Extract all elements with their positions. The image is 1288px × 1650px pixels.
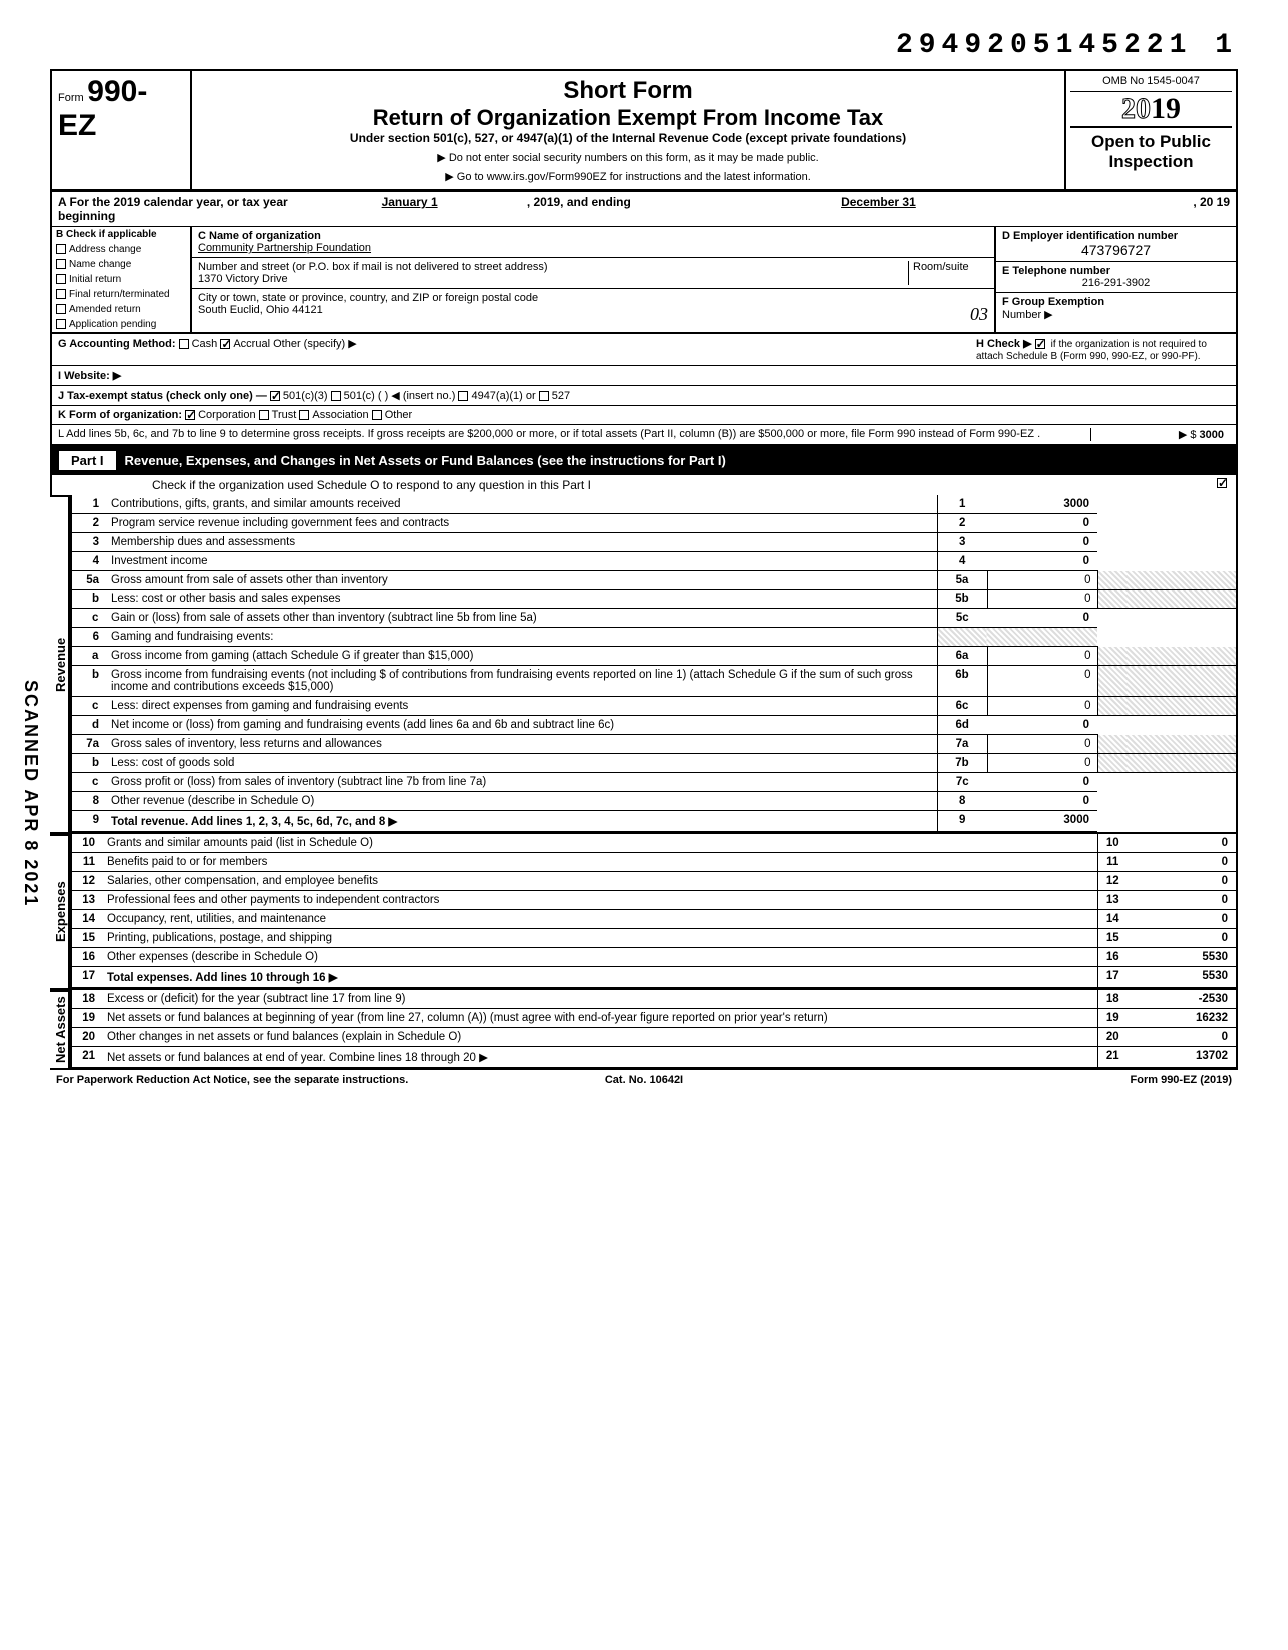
main-title: Return of Organization Exempt From Incom… [204,105,1052,131]
city-handwritten: 03 [970,304,988,325]
revenue-section: Revenue 1Contributions, gifts, grants, a… [50,495,1238,834]
form-number-box: Form 990-EZ [52,71,192,189]
status-rows: G Accounting Method: Cash Accrual Other … [50,334,1238,446]
check-trust[interactable] [259,410,269,420]
city-value: South Euclid, Ohio 44121 [198,304,323,325]
revenue-side-label: Revenue [50,495,70,832]
street-value: 1370 Victory Drive [198,273,908,285]
b-header: B Check if applicable [52,227,190,242]
net-assets-section: Net Assets 18Excess or (deficit) for the… [50,990,1238,1070]
ein-value: 473796727 [1002,242,1230,258]
end-year: , 20 19 [996,195,1230,223]
right-header-box: OMB No 1545-0047 2019 Open to Public Ins… [1066,71,1236,189]
c-label: C Name of organization [198,230,988,242]
k-label: K Form of organization: [58,409,182,421]
d-label: D Employer identification number [1002,230,1230,242]
check-amended[interactable] [56,304,66,314]
expenses-side-label: Expenses [50,834,70,988]
footer-left: For Paperwork Reduction Act Notice, see … [56,1074,448,1086]
check-corp[interactable] [185,410,195,420]
form-title-box: Short Form Return of Organization Exempt… [192,71,1066,189]
check-other-org[interactable] [372,410,382,420]
check-schedule-o[interactable] [1217,478,1227,488]
check-name[interactable] [56,259,66,269]
omb-number: OMB No 1545-0047 [1070,75,1232,92]
l-text: L Add lines 5b, 6c, and 7b to line 9 to … [58,428,1090,441]
entity-middle: C Name of organization Community Partner… [192,227,996,332]
website-label: I Website: ▶ [58,369,1230,382]
f-label: F Group Exemption [1002,296,1104,308]
document-id: 2949205145221 1 [50,30,1238,61]
net-assets-table: 18Excess or (deficit) for the year (subt… [70,990,1238,1068]
net-assets-side-label: Net Assets [50,990,70,1068]
l-value: 3000 [1200,429,1224,441]
phone-value: 216-291-3902 [1002,277,1230,289]
check-cash[interactable] [179,339,189,349]
g-label: G Accounting Method: [58,338,176,350]
form-year: 2019 [1070,92,1232,126]
check-accrual[interactable] [220,339,230,349]
footer-row: For Paperwork Reduction Act Notice, see … [50,1070,1238,1090]
scanned-stamp: SCANNED APR 8 2021 [20,680,41,907]
line-a-label: A For the 2019 calendar year, or tax yea… [58,195,292,223]
f-label2: Number ▶ [1002,309,1053,321]
revenue-table: 1Contributions, gifts, grants, and simil… [70,495,1238,832]
check-address[interactable] [56,244,66,254]
expenses-section: Expenses 10Grants and similar amounts pa… [50,834,1238,990]
tax-year-row: A For the 2019 calendar year, or tax yea… [50,191,1238,226]
org-name: Community Partnership Foundation [198,242,988,254]
open-public-2: Inspection [1070,152,1232,172]
room-label: Room/suite [908,261,988,285]
street-label: Number and street (or P.O. box if mail i… [198,261,908,273]
part1-check-note: Check if the organization used Schedule … [152,478,591,492]
entity-right: D Employer identification number 4737967… [996,227,1236,332]
part1-label: Part I [58,450,117,471]
check-final[interactable] [56,289,66,299]
part1-header: Part I Revenue, Expenses, and Changes in… [50,446,1238,475]
section-b-checks: B Check if applicable Address change Nam… [52,227,192,332]
form-header: Form 990-EZ Short Form Return of Organiz… [50,69,1238,191]
check-527[interactable] [539,391,549,401]
j-label: J Tax-exempt status (check only one) — [58,390,267,402]
line-a-mid: , 2019, and ending [527,195,761,223]
check-assoc[interactable] [299,410,309,420]
subtitle: Under section 501(c), 527, or 4947(a)(1)… [204,131,1052,145]
check-h[interactable] [1035,339,1045,349]
e-label: E Telephone number [1002,265,1230,277]
check-pending[interactable] [56,319,66,329]
short-form-title: Short Form [204,77,1052,105]
expenses-table: 10Grants and similar amounts paid (list … [70,834,1238,988]
begin-date: January 1 [292,195,526,223]
check-501c[interactable] [331,391,341,401]
note-instructions: Go to www.irs.gov/Form990EZ for instruct… [204,170,1052,183]
entity-block: B Check if applicable Address change Nam… [50,226,1238,334]
note-ssn: Do not enter social security numbers on … [204,151,1052,164]
open-public-1: Open to Public [1070,132,1232,152]
footer-center: Cat. No. 10642I [448,1074,840,1086]
check-initial[interactable] [56,274,66,284]
form-number: 990-EZ [58,75,147,142]
check-4947[interactable] [458,391,468,401]
form-prefix: Form [58,92,84,104]
check-501c3[interactable] [270,391,280,401]
part1-title: Revenue, Expenses, and Changes in Net As… [125,453,1230,468]
city-label: City or town, state or province, country… [198,292,988,304]
end-date: December 31 [761,195,995,223]
footer-right: Form 990-EZ (2019) [840,1074,1232,1086]
